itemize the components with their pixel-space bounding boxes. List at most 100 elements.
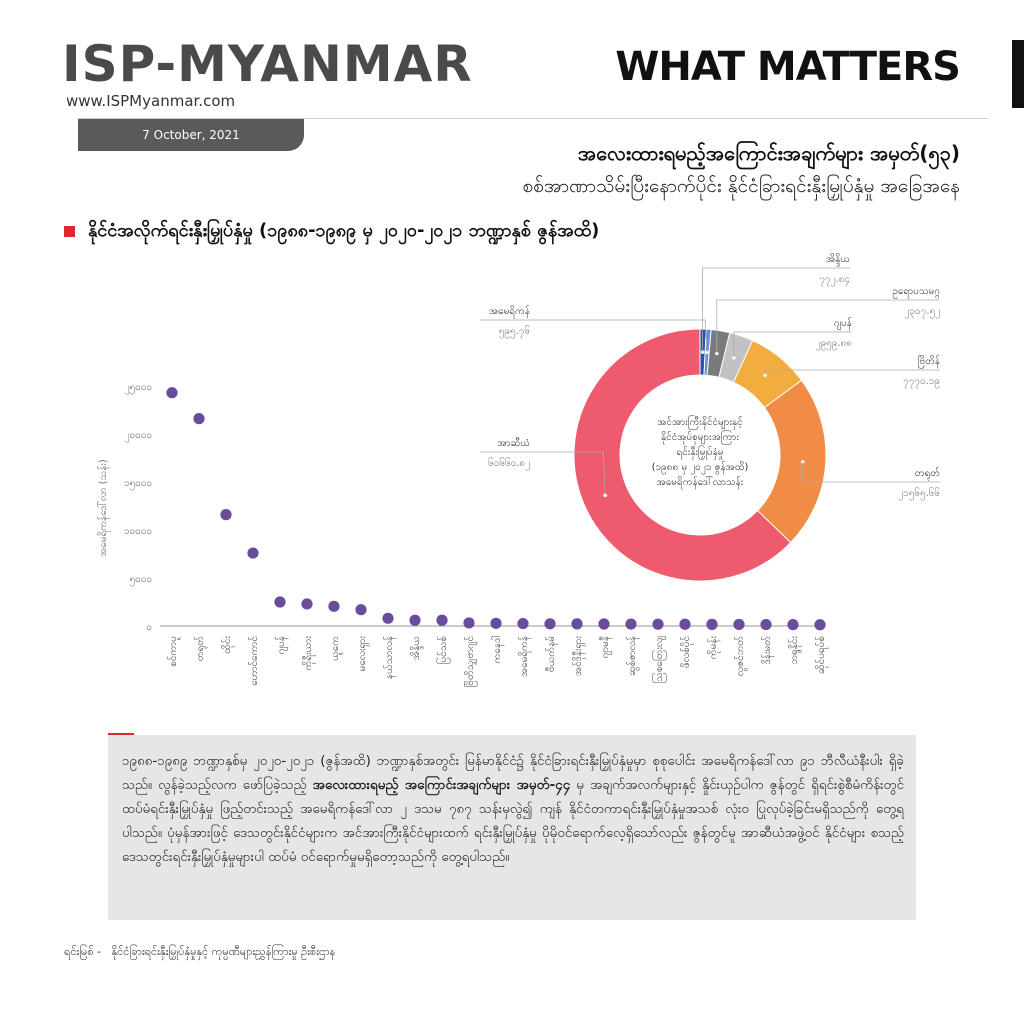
- x-tick-label: ဆွစ်ဇာလန်: [625, 636, 640, 676]
- scatter-point[interactable]: [166, 387, 178, 399]
- scatter-point[interactable]: [409, 614, 421, 626]
- scatter-point[interactable]: [544, 618, 556, 630]
- slice-value-label: ၆၀၆၆၀.၈၂: [488, 456, 530, 471]
- summary-paragraph: ၁၉၈၈-၁၉၈၉ ဘဏ္ဍာနှစ်မှ ၂၀၂၀-၂၀၂၁ (ဇွန်အထိ…: [122, 750, 904, 870]
- page-title: အလေးထားရမည့်အကြောင်းအချက်များ အမှတ်(၅၃): [577, 141, 960, 165]
- slice-value-label: ၇၇၇၀.၁၉: [903, 376, 940, 389]
- leader-line: [733, 331, 852, 358]
- donut-center-label: ရင်းနှီးမြှုပ်နှံမှု: [677, 444, 724, 460]
- scatter-point[interactable]: [274, 596, 286, 608]
- scatter-point[interactable]: [355, 604, 367, 616]
- summary-bold-reference: အလေးထားရမည့် အကြောင်းအချက်များ အမှတ်-၄၄: [312, 778, 571, 793]
- donut-slice[interactable]: [573, 328, 792, 582]
- x-tick-label: ယူကေ: [330, 636, 343, 661]
- scatter-point[interactable]: [301, 598, 313, 610]
- scatter-point[interactable]: [193, 413, 205, 425]
- summary-text-1: ၁၉၈၈-၁၉၈၉ ဘဏ္ဍာနှစ်မှ ၂၀၂၀-၂၀၂၁ (ဇွန်အထိ…: [122, 754, 904, 793]
- scatter-point[interactable]: [436, 614, 448, 626]
- slice-marker: [603, 493, 607, 498]
- scatter-point[interactable]: [247, 547, 259, 559]
- leader-line: [702, 267, 850, 353]
- x-tick-label: ဒိန်းမတ်: [760, 636, 775, 664]
- scatter-point[interactable]: [382, 612, 394, 624]
- x-tick-label: ဂျာမနီ: [598, 636, 613, 658]
- x-tick-label: ထိုင်း: [220, 636, 235, 654]
- source-label: ရင်းမြစ် -: [64, 945, 101, 958]
- x-tick-label: လူဇင်ဘတ်: [733, 636, 748, 676]
- scatter-point[interactable]: [679, 618, 691, 630]
- x-tick-label: ဆိုင်ပရပ်စ်: [814, 636, 829, 674]
- y-axis-label: အမေရိကန်ဒေါ်လာ (သန်း): [96, 459, 111, 557]
- x-tick-label: ဟောင်ကောင်: [247, 636, 260, 686]
- scatter-point[interactable]: [814, 619, 826, 631]
- section-marker-icon: [64, 226, 75, 237]
- scatter-point[interactable]: [463, 617, 475, 629]
- website-url[interactable]: www.ISPMyanmar.com: [66, 92, 236, 110]
- slice-marker: [715, 351, 719, 356]
- summary-text-2: မှ အချက်အလက်များနှင့် နှိုင်းယှဉ်ပါက ဇွန…: [122, 778, 904, 865]
- scatter-point[interactable]: [490, 617, 502, 629]
- summary-box: [108, 735, 916, 920]
- slice-name-label: တရုတ်: [915, 466, 940, 481]
- x-tick-label: ဩစတြေးလျ: [651, 636, 667, 684]
- leader-line: [802, 461, 940, 483]
- scatter-point[interactable]: [706, 618, 718, 630]
- x-tick-label: ကိုမန်း: [706, 636, 721, 660]
- slice-marker: [700, 350, 705, 354]
- scatter-point[interactable]: [220, 509, 232, 521]
- slice-value-label: ၂၁၅၆၅.၆၆: [898, 486, 940, 501]
- brand-logo-text: ISP-MYANMAR: [62, 35, 473, 93]
- page-subtitle: စစ်အာဏာသိမ်းပြီးနောက်ပိုင်း နိုင်ငံခြားရ…: [522, 175, 960, 197]
- x-tick-label: အင်ဒိုနီးရှား: [571, 636, 586, 677]
- scatter-point[interactable]: [598, 618, 610, 630]
- donut-center-label: (၁၉၈၈ မှ ၂၀၂၁ ဇွန်အထိ): [652, 460, 749, 475]
- donut-center-label: အင်အားကြီးနိုင်ငံများနှင့်: [657, 414, 742, 430]
- y-tick-label: ၁၅၀၀၀: [124, 478, 152, 491]
- leader-line: [480, 319, 708, 353]
- scatter-point[interactable]: [787, 619, 799, 631]
- x-tick-label: စင်ကာပူ: [166, 636, 181, 667]
- charts-canvas: ၀ ၅၀၀၀ ၁၀၀၀၀ ၁၅၀၀၀ ၂၀၀၀၀ ၂၅၀၀၀အမေရိကန်ဒေါ်လာ …: [96, 252, 940, 687]
- x-tick-label: ဂျပန်: [274, 636, 289, 654]
- scatter-point[interactable]: [571, 618, 583, 630]
- slice-marker: [732, 355, 736, 360]
- x-tick-label: အိန္ဒိယ: [409, 636, 424, 660]
- leader-line: [716, 299, 940, 354]
- donut-center-label: အမေရိကန်ဒေါ်လာသန်း: [657, 475, 744, 490]
- x-tick-label: နယ်သာလန်: [382, 636, 397, 679]
- x-tick-label: ဖိလစ်ပိုင်: [679, 636, 694, 668]
- scatter-point[interactable]: [652, 618, 664, 630]
- date-badge: 7 October, 2021: [78, 119, 304, 151]
- y-tick-label: ၁၀၀၀၀: [124, 526, 152, 537]
- slice-name-label: အမေရိကန်: [489, 304, 530, 319]
- x-tick-label: မလေးရှား: [357, 636, 370, 672]
- section-title: နိုင်ငံအလိုက်ရင်းနှီးမြှုပ်နှံမှု (၁၉၈၈-…: [88, 220, 600, 241]
- slice-value-label: ၂၉၅၉.၈၈: [816, 338, 852, 351]
- y-tick-label: ၂၅၀၀၀: [125, 382, 152, 395]
- scatter-point[interactable]: [733, 618, 745, 631]
- slice-name-label: ဥရောပသမဂ္ဂ: [892, 286, 940, 300]
- x-tick-label: အမေရိကန်: [517, 636, 532, 677]
- donut-slice[interactable]: [756, 379, 827, 544]
- x-tick-label: ကနေဒါ: [490, 636, 505, 664]
- x-tick-label: ပြင်သစ်: [435, 636, 451, 664]
- slice-value-label: ၇၇၂.၈၄: [819, 274, 850, 287]
- scatter-point[interactable]: [760, 618, 772, 631]
- tagline-bar: [1012, 40, 1024, 108]
- source-note: ရင်းမြစ် - နိုင်ငံခြားရင်းနှီးမြှုပ်နှံမ…: [64, 945, 335, 961]
- y-tick-label: ၅၀၀၀: [130, 574, 153, 587]
- x-tick-label: ဗီယက်နမ်: [544, 636, 559, 672]
- slice-marker: [763, 373, 767, 377]
- scatter-point[interactable]: [517, 618, 529, 630]
- x-tick-label: ဗြိတိသျှဗာဂျင်: [462, 636, 478, 687]
- leader-line: [480, 451, 606, 496]
- y-tick-label: ၀: [146, 622, 152, 633]
- source-text: နိုင်ငံခြားရင်းနှီးမြှုပ်နှံမှုနှင့် ကုမ…: [111, 945, 336, 958]
- scatter-point[interactable]: [625, 618, 637, 630]
- scatter-chart: ၀ ၅၀၀၀ ၁၀၀၀၀ ၁၅၀၀၀ ၂၀၀၀၀ ၂၅၀၀၀အမေရိကန်ဒေါ်လာ …: [96, 382, 829, 687]
- slice-value-label: ၂၃၀၇.၅၂: [904, 306, 940, 319]
- y-tick-label: ၂၀၀၀၀: [125, 430, 152, 443]
- scatter-point[interactable]: [328, 600, 340, 612]
- x-tick-label: ကိုရီးယား: [301, 636, 316, 671]
